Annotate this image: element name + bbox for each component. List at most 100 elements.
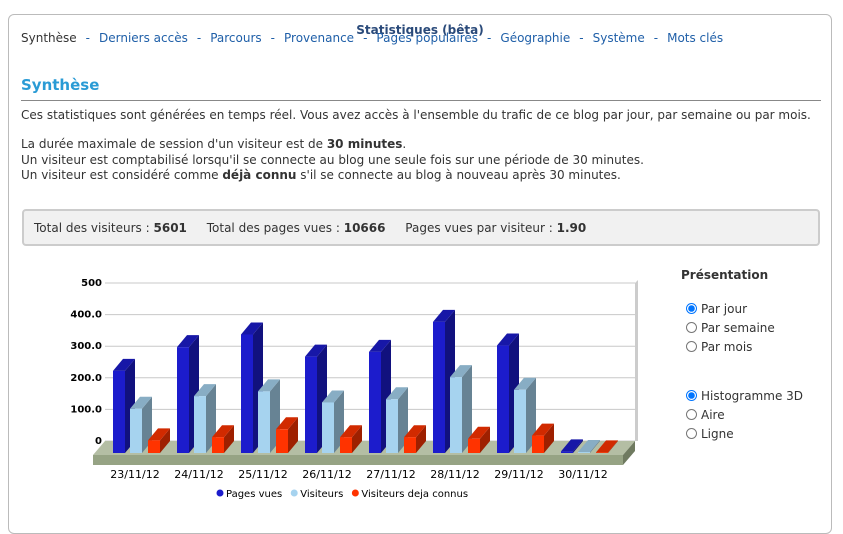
radio-option[interactable]: Ligne xyxy=(681,427,803,446)
x-tick-label: 26/11/12 xyxy=(302,468,351,481)
radio[interactable] xyxy=(686,303,697,314)
stat-value: 1.90 xyxy=(556,221,587,235)
nav-link[interactable]: Géographie xyxy=(500,31,571,45)
bar-top xyxy=(340,425,362,438)
bar-top xyxy=(130,396,152,409)
note: La durée maximale de session d'un visite… xyxy=(21,137,406,151)
nav-current: Synthèse xyxy=(21,31,77,45)
radio[interactable] xyxy=(686,341,697,352)
y-tick-label: 500 xyxy=(81,278,102,289)
radio[interactable] xyxy=(686,428,697,439)
radio-option[interactable]: Par jour xyxy=(681,302,803,321)
radio-option[interactable]: Par mois xyxy=(681,340,803,359)
bar xyxy=(532,435,544,453)
x-tick-label: 30/11/12 xyxy=(558,468,607,481)
bar-side xyxy=(608,440,618,453)
x-tick-label: 28/11/12 xyxy=(430,468,479,481)
nav-link[interactable]: Pages populaires xyxy=(376,31,479,45)
bar xyxy=(433,321,445,453)
text: s'il se connecte au blog à nouveau après… xyxy=(296,168,621,182)
bar xyxy=(468,438,480,453)
text: Un visiteur est considéré comme xyxy=(21,168,223,182)
note: Un visiteur est considéré comme déjà con… xyxy=(21,168,621,182)
bar-side xyxy=(288,417,298,453)
bar xyxy=(113,370,125,453)
radio-option[interactable]: Histogramme 3D xyxy=(681,389,803,408)
chart: 0 100.0 200.0 300.0 400.0 500 23/11/12 24/11/12… xyxy=(70,278,638,500)
bar xyxy=(561,451,573,453)
nav-separator: - xyxy=(653,31,659,45)
nav-separator: - xyxy=(579,31,584,45)
legend-swatch xyxy=(216,489,224,497)
bar-top xyxy=(113,358,135,371)
bar xyxy=(194,396,206,453)
radio-label: Histogramme 3D xyxy=(701,389,804,403)
strong: 30 minutes xyxy=(326,137,403,151)
bar-top xyxy=(194,384,216,397)
radio-label: Par jour xyxy=(701,302,748,316)
intro: Ces statistiques sont générées en temps … xyxy=(21,108,811,122)
floor-front xyxy=(93,455,623,465)
radio-label: Aire xyxy=(701,408,725,422)
bar-top xyxy=(241,322,263,335)
bar xyxy=(258,391,270,453)
bar-top xyxy=(212,425,234,438)
options-title: Présentation xyxy=(681,268,769,282)
bar-top xyxy=(450,365,472,378)
side-wall xyxy=(635,280,638,441)
bar-top xyxy=(386,387,408,400)
stat: Total des pages vues : 10666 xyxy=(207,221,386,235)
stat: Pages vues par visiteur : 1.90 xyxy=(405,221,586,235)
radio-option[interactable]: Aire xyxy=(681,408,803,427)
x-tick-label: 25/11/12 xyxy=(238,468,287,481)
nav-link[interactable]: Derniers accès xyxy=(99,31,188,45)
legend-label: Pages vues xyxy=(226,489,282,500)
bar xyxy=(322,402,334,453)
stat-value: 10666 xyxy=(343,221,386,235)
nav-link[interactable]: Parcours xyxy=(210,31,262,45)
radio[interactable] xyxy=(686,322,697,333)
nav-link[interactable]: Système xyxy=(592,31,645,45)
bar-side xyxy=(416,425,426,453)
stat-value: 5601 xyxy=(153,221,187,235)
bar-top xyxy=(148,428,170,441)
bar-side xyxy=(352,425,362,453)
bar-side xyxy=(480,426,490,453)
floor-top xyxy=(93,441,635,455)
bar-top xyxy=(433,309,455,322)
nav-link[interactable]: Provenance xyxy=(284,31,355,45)
bar xyxy=(514,389,526,453)
bar-top xyxy=(561,439,583,452)
bar xyxy=(404,437,416,453)
bar xyxy=(148,440,160,453)
radio[interactable] xyxy=(686,390,697,401)
radio-label: Par mois xyxy=(701,340,753,354)
x-tick-label: 23/11/12 xyxy=(110,468,159,481)
radio-label: Ligne xyxy=(701,427,734,441)
strong: déjà connu xyxy=(222,168,297,182)
stat-label: Pages vues par visiteur : xyxy=(405,221,553,235)
legend-swatch xyxy=(290,489,298,497)
x-tick-label: 29/11/12 xyxy=(494,468,543,481)
bar xyxy=(130,408,142,453)
bar xyxy=(305,356,317,453)
bar-side xyxy=(590,440,600,453)
radio-label: Par semaine xyxy=(701,321,775,335)
nav-separator: - xyxy=(487,31,492,45)
y-tick-label: 300.0 xyxy=(70,341,102,352)
radio[interactable] xyxy=(686,409,697,420)
bar-top xyxy=(305,344,327,357)
bar-side xyxy=(544,423,554,453)
radio-option[interactable]: Par semaine xyxy=(681,321,803,340)
text: . xyxy=(402,137,407,151)
panel-title-text: Statistiques (bêta) xyxy=(350,23,490,37)
nav-link[interactable]: Mots clés xyxy=(667,31,724,45)
legend-label: Visiteurs xyxy=(300,489,343,500)
bar xyxy=(596,452,608,453)
legend-swatch xyxy=(351,489,359,497)
bar-side xyxy=(462,365,472,453)
text: La durée maximale de session d'un visite… xyxy=(21,137,327,151)
section-rule xyxy=(21,100,821,101)
bar xyxy=(241,334,253,453)
stat: Total des visiteurs : 5601 xyxy=(34,221,187,235)
